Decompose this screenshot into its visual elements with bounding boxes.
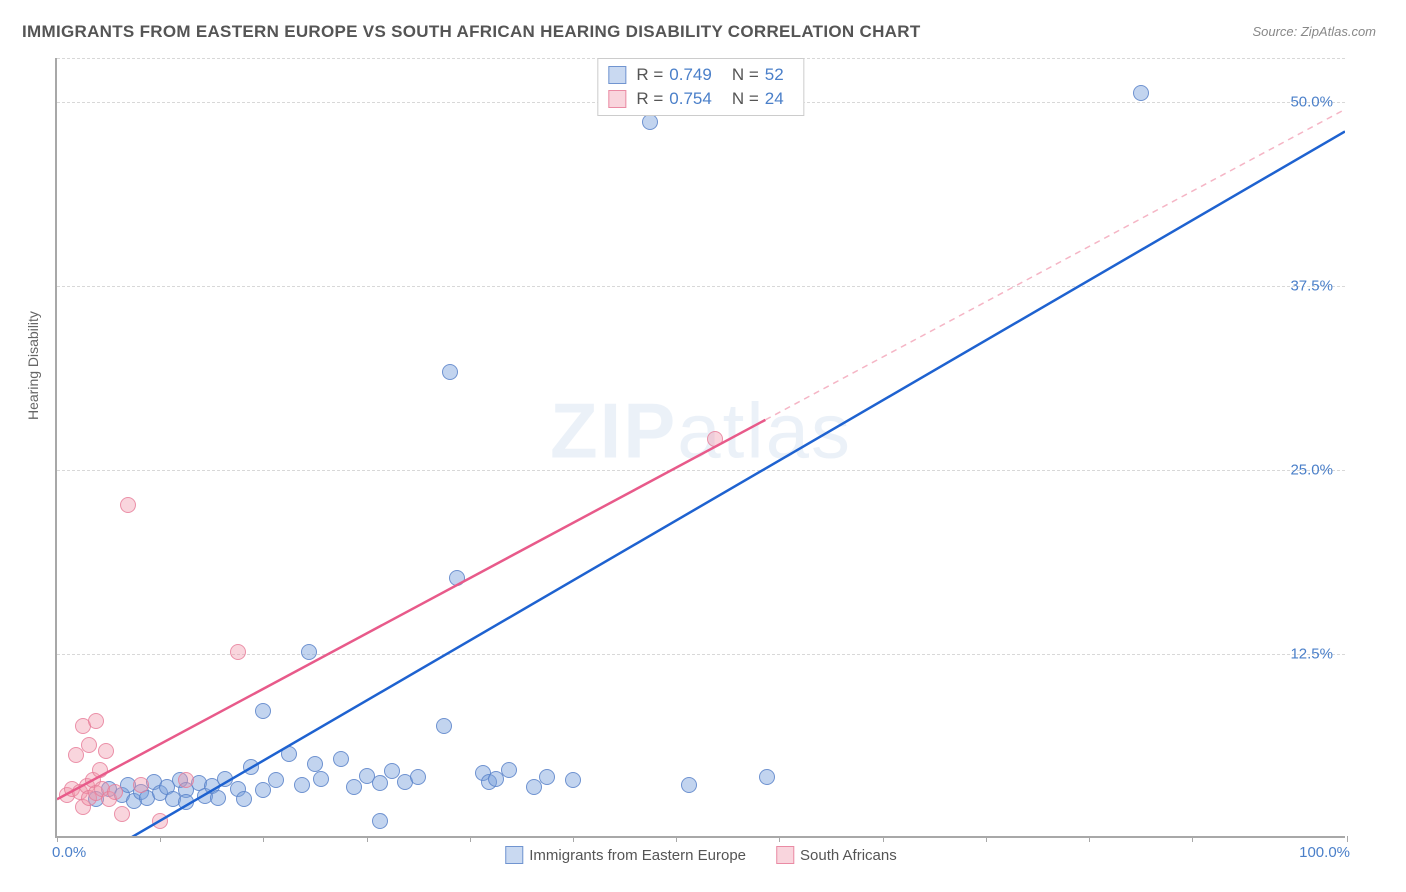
legend-correlation-box: R = 0.749 N = 52 R = 0.754 N = 24 (597, 58, 804, 116)
scatter-point (501, 762, 517, 778)
x-axis-min-label: 0.0% (52, 844, 86, 861)
n-label: N = (732, 89, 759, 109)
scatter-point (307, 756, 323, 772)
r-label: R = (636, 89, 663, 109)
x-tick (1089, 836, 1090, 842)
scatter-point (178, 772, 194, 788)
trendline-pink-solid (57, 420, 765, 799)
scatter-point (410, 769, 426, 785)
x-tick (1192, 836, 1193, 842)
y-tick-label: 25.0% (1290, 462, 1333, 479)
scatter-point (1133, 85, 1149, 101)
x-tick (160, 836, 161, 842)
scatter-point (759, 769, 775, 785)
n-label: N = (732, 65, 759, 85)
legend-item-pink: South Africans (776, 846, 897, 864)
scatter-point (539, 769, 555, 785)
gridline (57, 654, 1345, 655)
x-tick (1347, 836, 1348, 842)
watermark-bold: ZIP (550, 387, 677, 475)
trendline-pink-dashed (765, 109, 1345, 419)
scatter-point (178, 794, 194, 810)
trendlines-svg (57, 58, 1345, 836)
scatter-point (681, 777, 697, 793)
scatter-point (301, 644, 317, 660)
x-tick (676, 836, 677, 842)
scatter-point (107, 784, 123, 800)
scatter-point (255, 703, 271, 719)
scatter-point (114, 806, 130, 822)
scatter-point (313, 771, 329, 787)
y-tick-label: 12.5% (1290, 646, 1333, 663)
scatter-point (120, 497, 136, 513)
trendline-blue (109, 131, 1345, 836)
legend-row-blue: R = 0.749 N = 52 (608, 63, 793, 87)
x-tick (367, 836, 368, 842)
gridline (57, 286, 1345, 287)
scatter-point (243, 759, 259, 775)
scatter-point (236, 791, 252, 807)
scatter-point (449, 570, 465, 586)
r-value-pink: 0.754 (669, 89, 712, 109)
legend-series: Immigrants from Eastern Europe South Afr… (505, 846, 896, 864)
y-axis-label: Hearing Disability (25, 311, 41, 420)
legend-swatch-blue (608, 66, 626, 84)
x-tick (779, 836, 780, 842)
source-attribution: Source: ZipAtlas.com (1252, 24, 1376, 39)
scatter-point (98, 743, 114, 759)
plot-area: ZIPatlas 12.5%25.0%37.5%50.0% 0.0% 100.0… (55, 58, 1345, 838)
legend-item-blue: Immigrants from Eastern Europe (505, 846, 746, 864)
x-tick (883, 836, 884, 842)
n-value-blue: 52 (765, 65, 784, 85)
scatter-point (81, 737, 97, 753)
scatter-point (372, 775, 388, 791)
legend-row-pink: R = 0.754 N = 24 (608, 87, 793, 111)
scatter-point (642, 114, 658, 130)
watermark-light: atlas (677, 387, 852, 475)
scatter-point (268, 772, 284, 788)
scatter-point (346, 779, 362, 795)
legend-swatch-pink-icon (776, 846, 794, 864)
x-tick (470, 836, 471, 842)
x-tick (57, 836, 58, 842)
scatter-point (210, 790, 226, 806)
scatter-point (436, 718, 452, 734)
scatter-point (92, 762, 108, 778)
legend-swatch-blue-icon (505, 846, 523, 864)
chart-title: IMMIGRANTS FROM EASTERN EUROPE VS SOUTH … (22, 22, 921, 42)
gridline (57, 470, 1345, 471)
watermark: ZIPatlas (550, 386, 852, 477)
r-value-blue: 0.749 (669, 65, 712, 85)
x-tick (986, 836, 987, 842)
y-tick-label: 37.5% (1290, 278, 1333, 295)
scatter-point (565, 772, 581, 788)
r-label: R = (636, 65, 663, 85)
legend-label-blue: Immigrants from Eastern Europe (529, 847, 746, 864)
scatter-point (88, 713, 104, 729)
x-tick (263, 836, 264, 842)
x-axis-max-label: 100.0% (1299, 844, 1350, 861)
scatter-point (133, 777, 149, 793)
scatter-point (152, 813, 168, 829)
scatter-point (230, 644, 246, 660)
n-value-pink: 24 (765, 89, 784, 109)
scatter-point (333, 751, 349, 767)
legend-swatch-pink (608, 90, 626, 108)
scatter-point (294, 777, 310, 793)
y-tick-label: 50.0% (1290, 94, 1333, 111)
scatter-point (707, 431, 723, 447)
scatter-point (281, 746, 297, 762)
scatter-point (372, 813, 388, 829)
legend-label-pink: South Africans (800, 847, 897, 864)
scatter-point (442, 364, 458, 380)
x-tick (573, 836, 574, 842)
